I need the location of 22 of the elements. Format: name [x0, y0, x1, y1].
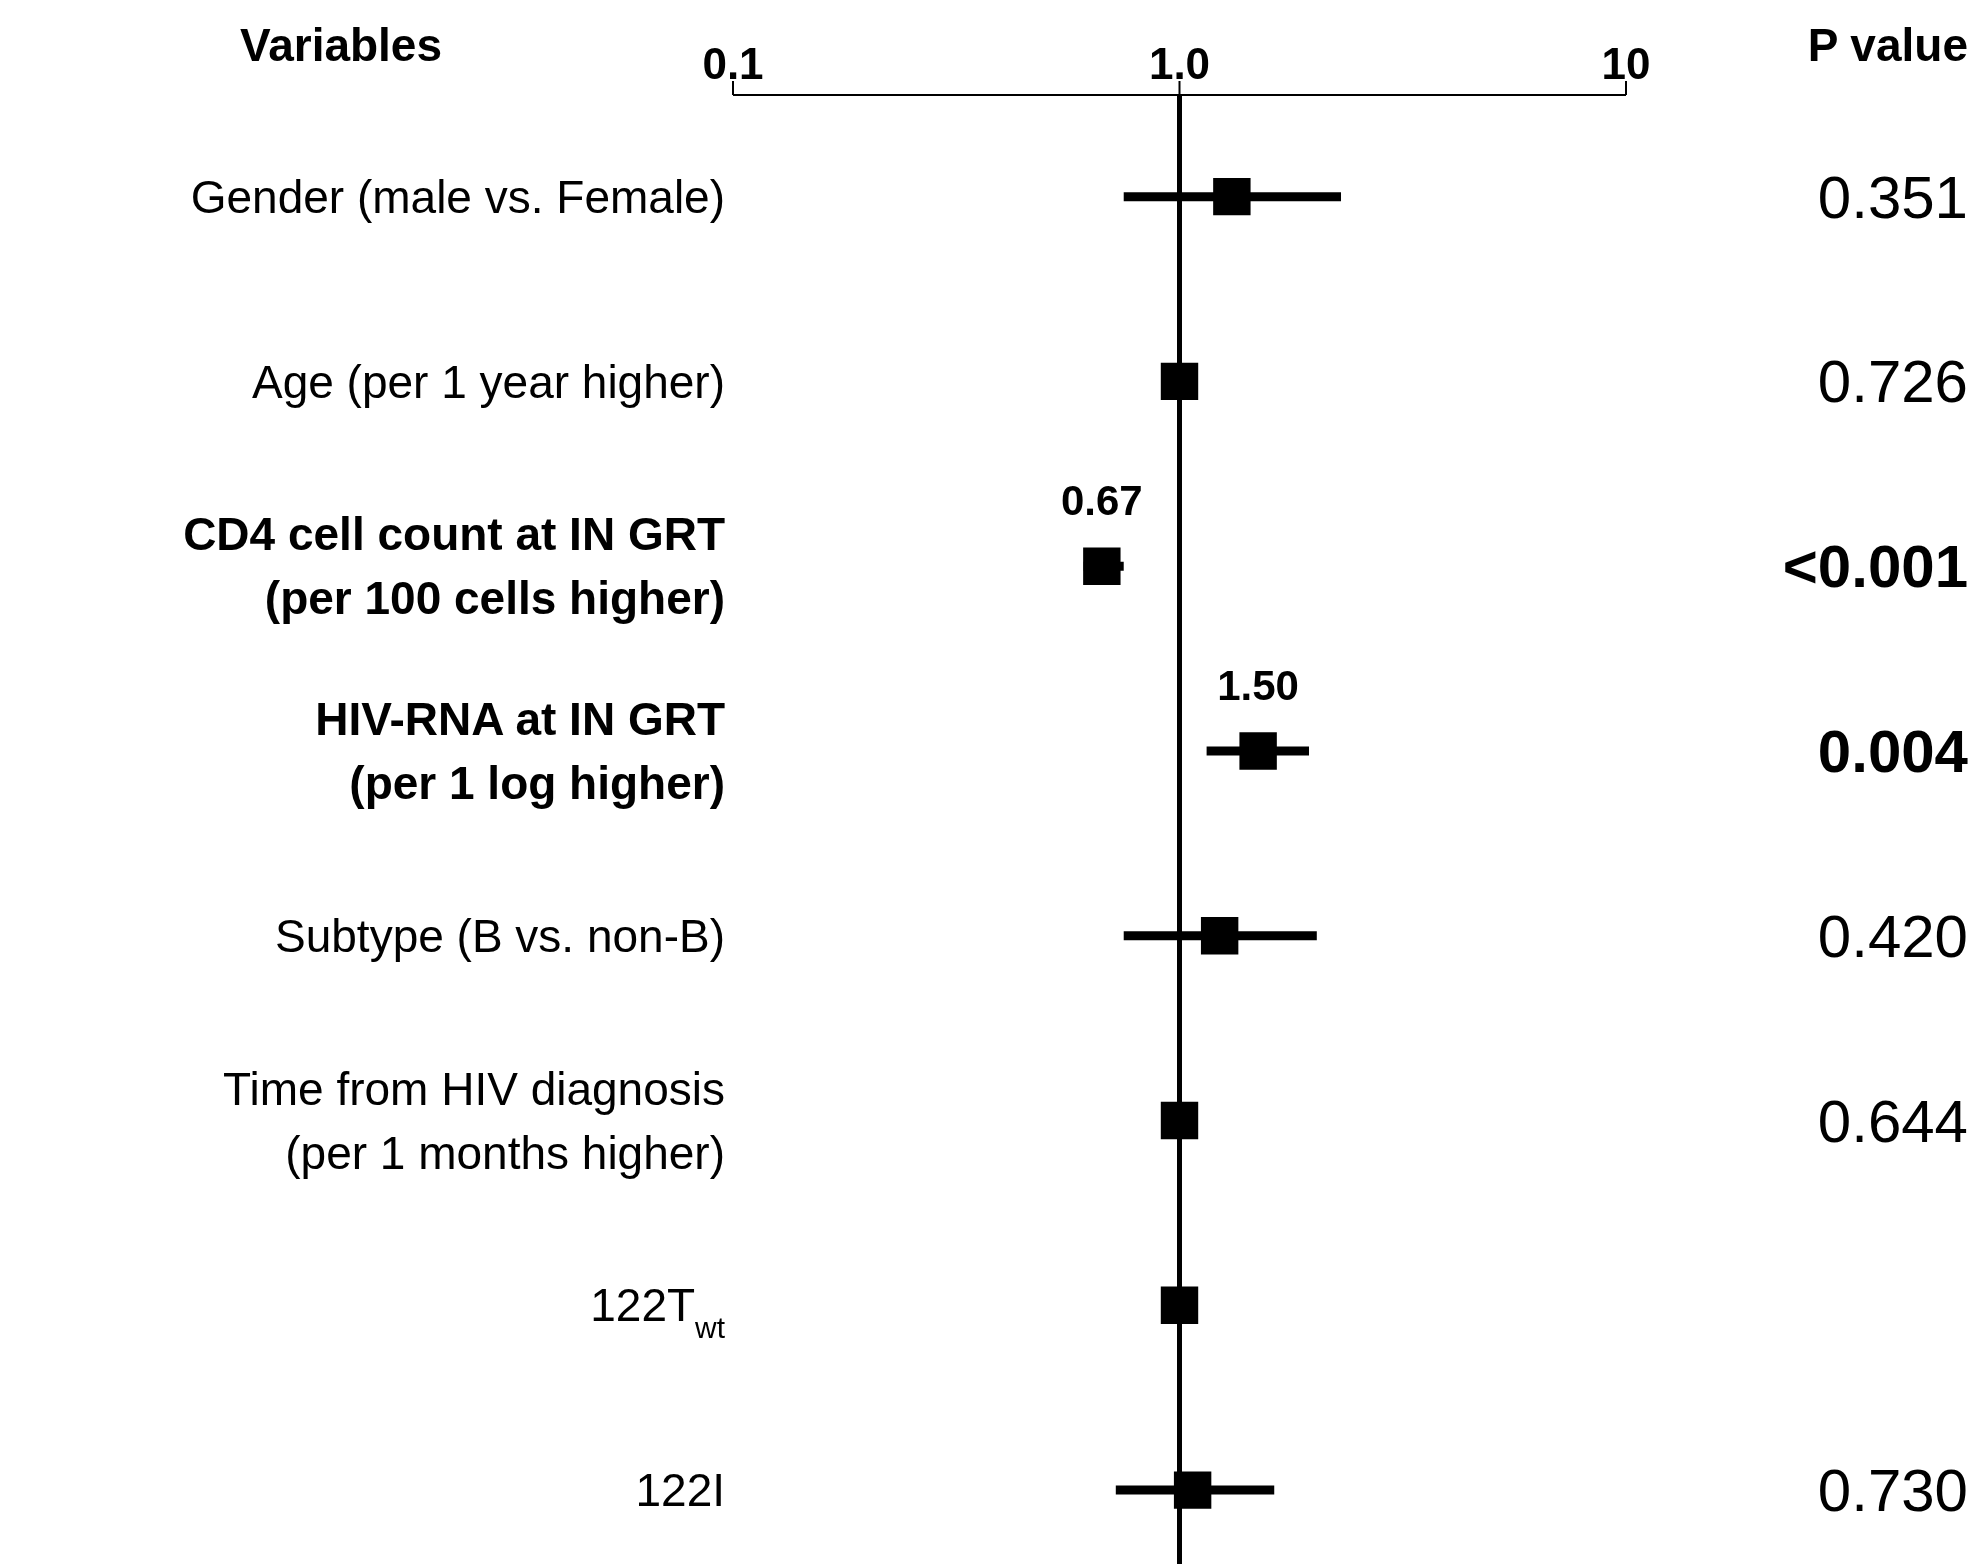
text: 0.730	[1817, 1457, 1968, 1525]
y-tick-label: Age (per 1 year higher)	[251, 355, 725, 408]
y-tick-label: Subtype (B vs. non-B)	[275, 909, 725, 962]
y-tick-label: 122I	[635, 1464, 725, 1517]
x-tick-label: 1.0	[1148, 39, 1211, 88]
y-axis-title: Variables	[240, 18, 443, 72]
data-label: 0.67	[1060, 477, 1143, 525]
text: 0.726	[1817, 348, 1968, 416]
text: 0.004	[1817, 717, 1969, 785]
y-tick-label: Gender (male vs. Female)	[190, 170, 725, 223]
y-tick-label: Time from HIV diagnosis (per 1 months higher)	[223, 1062, 725, 1179]
y-tick-label: 122T$_{wt}$	[590, 1279, 726, 1344]
x-tick-label: 0.1	[702, 39, 764, 88]
data-label: 1.50	[1217, 661, 1299, 709]
text: <0.001	[1782, 533, 1968, 601]
text: 0.351	[1817, 163, 1968, 231]
text: 0.644	[1817, 1087, 1968, 1155]
x-tick-label: 10	[1601, 39, 1651, 88]
y-tick-label: CD4 cell count at IN GRT (per 100 cells higher)	[183, 508, 725, 625]
text: 0.420	[1817, 902, 1968, 970]
y2-axis-title: P value	[1807, 18, 1968, 72]
y-tick-label: HIV-RNA at IN GRT (per 1 log higher)	[315, 693, 725, 810]
